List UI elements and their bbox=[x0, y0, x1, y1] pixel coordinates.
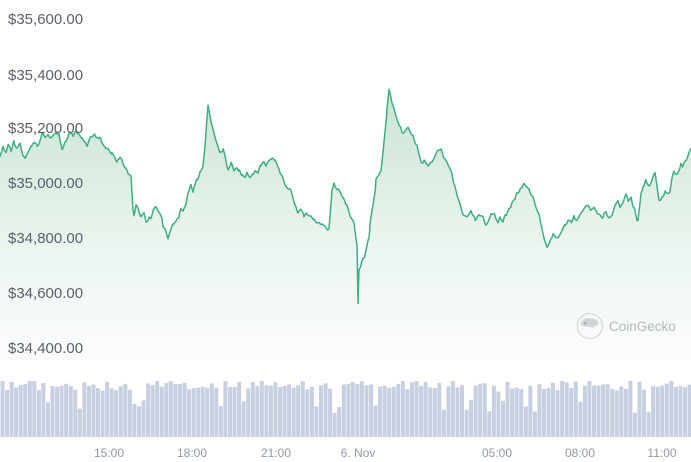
svg-text:CoinGecko: CoinGecko bbox=[609, 319, 676, 334]
